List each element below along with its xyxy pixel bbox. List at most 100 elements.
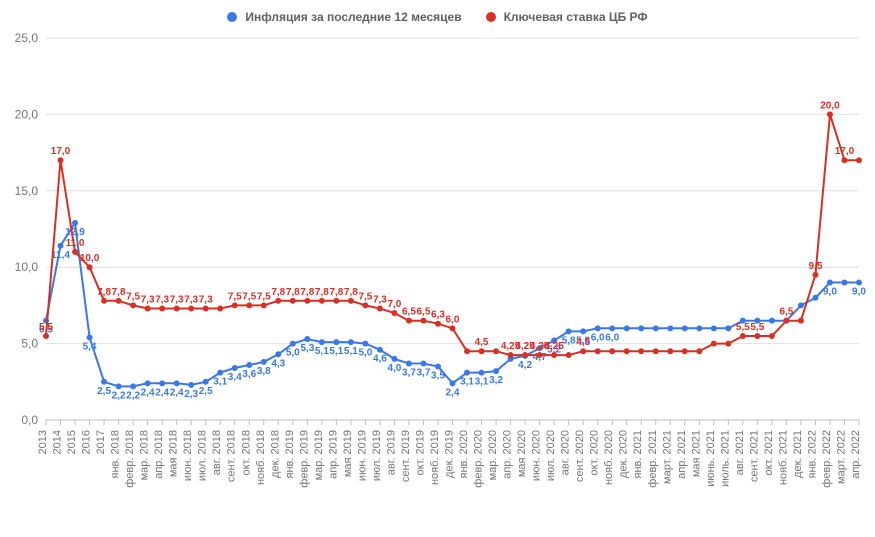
svg-text:17,0: 17,0 <box>835 146 855 157</box>
svg-text:3,7: 3,7 <box>417 367 431 378</box>
svg-text:4,6: 4,6 <box>373 354 387 365</box>
svg-text:6,5: 6,5 <box>779 307 793 318</box>
svg-text:4,5: 4,5 <box>576 337 590 348</box>
svg-text:нояб. 2018: нояб. 2018 <box>255 430 267 485</box>
svg-text:6,3: 6,3 <box>431 310 445 321</box>
legend-label-inflation: Инфляция за последние 12 месяцев <box>245 10 461 24</box>
svg-text:окт. 2018: окт. 2018 <box>240 430 252 475</box>
svg-text:9,5: 9,5 <box>808 261 822 272</box>
svg-text:5,5: 5,5 <box>39 322 53 333</box>
svg-text:0,0: 0,0 <box>21 413 38 427</box>
svg-text:янв. 2019: янв. 2019 <box>284 430 296 478</box>
svg-text:5,3: 5,3 <box>300 343 314 354</box>
svg-text:5,0: 5,0 <box>286 348 300 359</box>
svg-text:5,4: 5,4 <box>83 341 97 352</box>
svg-text:15,0: 15,0 <box>15 184 39 198</box>
svg-text:2,2: 2,2 <box>126 390 140 401</box>
svg-text:апр. 2021: апр. 2021 <box>676 430 688 479</box>
svg-text:2,3: 2,3 <box>184 389 198 400</box>
svg-text:сент. 2021: сент. 2021 <box>748 430 760 482</box>
svg-text:6,0: 6,0 <box>446 314 460 325</box>
svg-text:10,0: 10,0 <box>80 253 100 264</box>
svg-text:3,1: 3,1 <box>213 377 227 388</box>
svg-text:11,0: 11,0 <box>66 238 85 249</box>
svg-text:авг. 2018: авг. 2018 <box>211 430 223 475</box>
chart-area: 0,05,010,015,020,025,0201320142015201620… <box>0 30 875 530</box>
svg-text:март. 2022: март. 2022 <box>835 430 847 484</box>
svg-text:9,0: 9,0 <box>852 286 866 297</box>
svg-text:февр. 2022: февр. 2022 <box>821 430 833 488</box>
svg-text:июл. 2020: июл. 2020 <box>545 430 557 481</box>
svg-text:мая 2021: мая 2021 <box>690 430 702 477</box>
svg-text:сент. 2018: сент. 2018 <box>226 430 238 482</box>
svg-text:5,1: 5,1 <box>344 346 358 357</box>
line-chart: 0,05,010,015,020,025,0201320142015201620… <box>0 30 875 530</box>
svg-text:авг. 2020: авг. 2020 <box>560 430 572 475</box>
svg-text:3,4: 3,4 <box>228 372 242 383</box>
svg-text:7,5: 7,5 <box>242 291 256 302</box>
chart-legend: Инфляция за последние 12 месяцев Ключева… <box>0 0 875 30</box>
svg-text:мар. 2019: мар. 2019 <box>313 430 325 480</box>
svg-text:7,5: 7,5 <box>126 291 140 302</box>
svg-text:апр. 2018: апр. 2018 <box>153 430 165 479</box>
legend-swatch-inflation <box>227 12 237 22</box>
svg-text:3,1: 3,1 <box>475 377 489 388</box>
svg-text:2017: 2017 <box>95 430 107 454</box>
svg-text:июль. 2021: июль. 2021 <box>719 430 731 487</box>
svg-text:3,7: 3,7 <box>402 367 416 378</box>
svg-text:7,8: 7,8 <box>344 287 358 298</box>
svg-text:4,25: 4,25 <box>544 341 564 352</box>
svg-text:17,0: 17,0 <box>51 146 71 157</box>
svg-text:мар. 2020: мар. 2020 <box>487 430 499 480</box>
svg-text:7,8: 7,8 <box>97 287 111 298</box>
svg-text:7,5: 7,5 <box>358 291 372 302</box>
svg-text:нояб. 2020: нояб. 2020 <box>603 430 615 485</box>
svg-text:2013: 2013 <box>37 430 49 454</box>
svg-text:авг. 2021: авг. 2021 <box>734 430 746 475</box>
svg-text:сент. 2020: сент. 2020 <box>574 430 586 482</box>
svg-text:7,3: 7,3 <box>170 294 184 305</box>
svg-text:февр. 2021: февр. 2021 <box>647 430 659 488</box>
svg-text:нояб. 2019: нояб. 2019 <box>429 430 441 485</box>
svg-text:мая 2020: мая 2020 <box>516 430 528 477</box>
svg-text:7,8: 7,8 <box>329 287 343 298</box>
legend-item-keyrate: Ключевая ставка ЦБ РФ <box>486 10 648 24</box>
svg-text:5,0: 5,0 <box>21 337 38 351</box>
svg-text:дек. 2018: дек. 2018 <box>269 430 281 478</box>
svg-text:сент. 2019: сент. 2019 <box>400 430 412 482</box>
svg-text:янв. 2020: янв. 2020 <box>458 430 470 478</box>
svg-text:20,0: 20,0 <box>15 107 39 121</box>
svg-text:5,0: 5,0 <box>358 348 372 359</box>
svg-text:3,1: 3,1 <box>460 377 474 388</box>
svg-text:2,2: 2,2 <box>112 390 126 401</box>
svg-text:июнь. 2021: июнь. 2021 <box>705 430 717 487</box>
svg-text:окт. 2020: окт. 2020 <box>589 430 601 475</box>
svg-text:окт. 2021: окт. 2021 <box>763 430 775 475</box>
svg-text:июн. 2018: июн. 2018 <box>182 430 194 481</box>
svg-text:7,8: 7,8 <box>286 287 300 298</box>
svg-text:февр. 2020: февр. 2020 <box>473 430 485 488</box>
svg-text:2014: 2014 <box>52 430 64 454</box>
svg-text:3,6: 3,6 <box>242 369 256 380</box>
svg-text:февр. 2019: февр. 2019 <box>298 430 310 488</box>
svg-text:нояб. 2021: нояб. 2021 <box>777 430 789 485</box>
svg-text:дек. 2019: дек. 2019 <box>444 430 456 478</box>
svg-text:июл. 2018: июл. 2018 <box>197 430 209 481</box>
svg-text:3,8: 3,8 <box>257 366 271 377</box>
svg-text:10,0: 10,0 <box>15 260 39 274</box>
svg-text:7,8: 7,8 <box>300 287 314 298</box>
svg-text:7,5: 7,5 <box>228 291 242 302</box>
legend-label-keyrate: Ключевая ставка ЦБ РФ <box>504 10 648 24</box>
svg-text:дек. 2021: дек. 2021 <box>792 430 804 478</box>
svg-text:6,5: 6,5 <box>402 307 416 318</box>
svg-text:4,0: 4,0 <box>387 363 401 374</box>
svg-text:5,5: 5,5 <box>750 322 764 333</box>
svg-text:янв. 2022: янв. 2022 <box>806 430 818 478</box>
svg-text:4,5: 4,5 <box>475 337 489 348</box>
svg-text:25,0: 25,0 <box>15 31 39 45</box>
svg-text:авг. 2019: авг. 2019 <box>385 430 397 475</box>
svg-text:март. 2021: март. 2021 <box>661 430 673 484</box>
svg-text:6,5: 6,5 <box>417 307 431 318</box>
svg-text:5,1: 5,1 <box>329 346 343 357</box>
svg-text:2015: 2015 <box>66 430 78 454</box>
